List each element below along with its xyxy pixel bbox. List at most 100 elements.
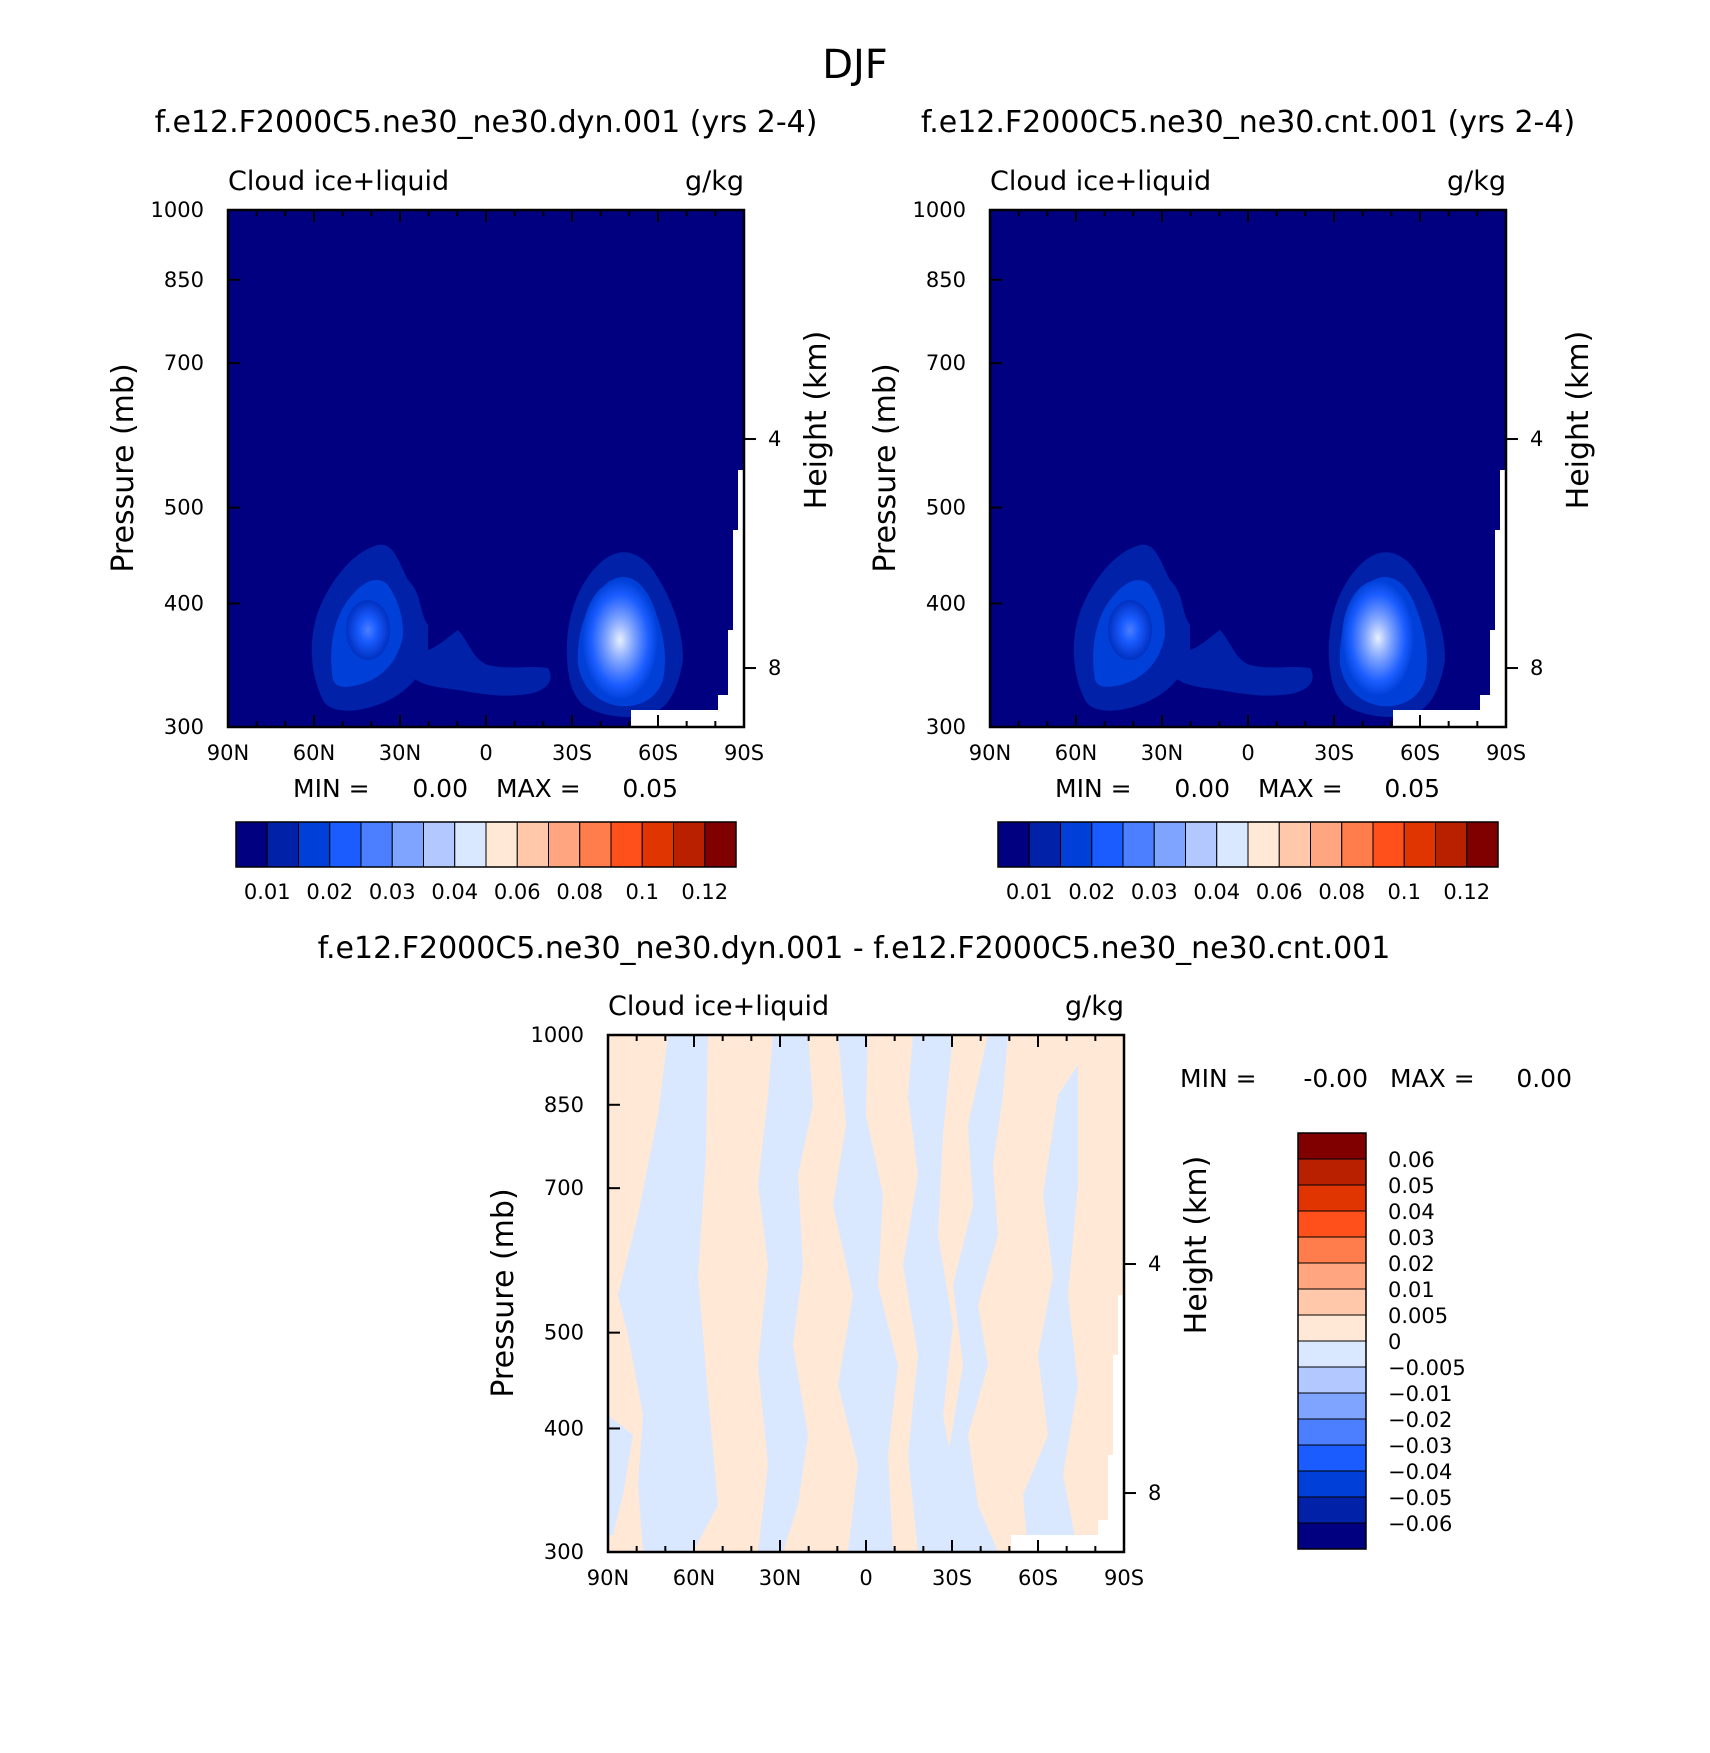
x-tick-label: 60S [1400, 741, 1440, 765]
colorbar-swatch [1372, 821, 1405, 868]
min-label: MIN = [293, 774, 370, 803]
units-label: g/kg [1447, 166, 1506, 197]
contour-nh-core [1108, 600, 1152, 660]
colorbar-swatch [1060, 821, 1093, 868]
y-axis-label-right: Height (km) [1561, 331, 1596, 510]
x-tick-label: 90N [969, 741, 1011, 765]
x-tick-label: 90N [207, 741, 249, 765]
y-tick-labels: 300 400 500 700 850 1000 [913, 198, 966, 739]
colorbar-swatch [704, 821, 737, 868]
height-tick-label: 8 [1148, 1481, 1161, 1505]
colorbar-label: 0.06 [1388, 1148, 1435, 1172]
colorbar-label: 0.01 [1006, 880, 1053, 904]
min-value: -0.00 [1303, 1064, 1368, 1093]
x-tick-label: 30N [759, 1566, 801, 1590]
colorbar-label: −0.005 [1388, 1356, 1466, 1380]
colorbar-swatch [1297, 1184, 1367, 1212]
colorbar-label: 0.02 [1388, 1252, 1435, 1276]
colorbar-frame [235, 821, 737, 868]
x-tick-label: 90S [1486, 741, 1526, 765]
colorbar-swatch [1216, 821, 1249, 868]
colorbar-swatch [235, 821, 268, 868]
max-label: MAX = [496, 774, 581, 803]
colorbar-swatch [1153, 821, 1186, 868]
min-label: MIN = [1055, 774, 1132, 803]
colorbar: 0.01 0.02 0.03 0.04 0.06 0.08 0.1 0.12 [997, 821, 1499, 904]
colorbar-label: 0.06 [1256, 880, 1303, 904]
x-tick-label: 60S [1018, 1566, 1058, 1590]
contour-nh-core [346, 600, 390, 660]
y-tick-label: 300 [926, 715, 966, 739]
colorbar-label: −0.05 [1388, 1486, 1452, 1510]
contour-negative [618, 1035, 718, 1552]
y-tick-label: 400 [544, 1416, 584, 1440]
y-tick-label: 500 [544, 1321, 584, 1345]
colorbar-label: −0.04 [1388, 1460, 1452, 1484]
missing-data-mask [1011, 1295, 1124, 1552]
y-tick-label: 400 [926, 591, 966, 615]
colorbar-label: −0.02 [1388, 1408, 1452, 1432]
height-tick-label: 4 [1148, 1252, 1161, 1276]
colorbar-label: 0.12 [681, 880, 728, 904]
colorbar-frame [1297, 1132, 1367, 1550]
colorbar-label: 0.01 [244, 880, 291, 904]
colorbar-label: −0.01 [1388, 1382, 1452, 1406]
colorbar-swatch [1297, 1470, 1367, 1498]
x-tick-label: 90S [724, 741, 764, 765]
colorbar-swatch [548, 821, 581, 868]
height-tick-labels: 84 [1530, 427, 1543, 680]
panel-title: f.e12.F2000C5.ne30_ne30.cnt.001 (yrs 2-4… [921, 105, 1575, 140]
variable-label: Cloud ice+liquid [608, 991, 829, 1022]
colorbar-swatch [266, 821, 299, 868]
y-tick-labels: 300 400 500 700 850 1000 [531, 1023, 584, 1564]
colorbar-swatch [360, 821, 393, 868]
ticks [227, 209, 756, 728]
x-tick-labels: 90N 60N 30N 0 30S 60S 90S [587, 1566, 1144, 1590]
y-tick-label: 700 [544, 1176, 584, 1200]
min-value: 0.00 [1174, 774, 1230, 803]
y-tick-label: 850 [164, 268, 204, 292]
colorbar-swatch [1297, 1392, 1367, 1420]
max-label: MAX = [1390, 1064, 1475, 1093]
contour-negative [903, 1035, 958, 1552]
plot-area: 90N 60N 30N 0 30S 60S 90S 3004005007008501000 … [531, 1023, 1162, 1590]
x-tick-label: 30S [552, 741, 592, 765]
colorbar-label: 0.02 [1068, 880, 1115, 904]
colorbar-label: 0.01 [1388, 1278, 1435, 1302]
panel-title: f.e12.F2000C5.ne30_ne30.dyn.001 - f.e12.… [318, 931, 1391, 966]
max-value: 0.05 [622, 774, 678, 803]
colorbar-swatch [391, 821, 424, 868]
missing-data-mask [631, 470, 744, 727]
y-tick-label: 850 [926, 268, 966, 292]
colorbar-label: 0.005 [1388, 1304, 1448, 1328]
missing-data-mask [1393, 470, 1506, 727]
colorbar-swatch [1297, 1132, 1367, 1160]
y-tick-label: 1000 [531, 1023, 584, 1047]
colorbar-swatch [1310, 821, 1343, 868]
y-tick-label: 500 [164, 496, 204, 520]
colorbar-swatch [1435, 821, 1468, 868]
colorbar-swatch [1297, 1262, 1367, 1290]
y-tick-label: 850 [544, 1093, 584, 1117]
panel-diff: f.e12.F2000C5.ne30_ne30.dyn.001 - f.e12.… [318, 931, 1572, 1590]
colorbar-label: 0.06 [494, 880, 541, 904]
colorbar-label: 0.08 [1318, 880, 1365, 904]
y-tick-label: 300 [164, 715, 204, 739]
colorbar-swatch [1341, 821, 1374, 868]
contour-negative [833, 1035, 898, 1552]
colorbar: 0.01 0.02 0.03 0.04 0.06 0.08 0.1 0.12 [235, 821, 737, 904]
figure-title: DJF [822, 42, 888, 88]
colorbar-label: 0.1 [1388, 880, 1421, 904]
x-tick-label: 0 [479, 741, 492, 765]
colorbar-label: 0.1 [626, 880, 659, 904]
colorbar-swatch [641, 821, 674, 868]
x-tick-label: 30N [1141, 741, 1183, 765]
colorbar-swatch [1247, 821, 1280, 868]
y-axis-label-right: Height (km) [799, 331, 834, 510]
colorbar-swatch [423, 821, 456, 868]
colorbar-swatch [1297, 1444, 1367, 1472]
colorbar-swatch [1297, 1366, 1367, 1394]
colorbar-label: 0.03 [1131, 880, 1178, 904]
plot-area: 90N 60N 30N 0 30S 60S 90S 3004005007008501000 … [151, 198, 782, 765]
x-tick-labels: 90N 60N 30N 0 30S 60S 90S [207, 741, 764, 765]
